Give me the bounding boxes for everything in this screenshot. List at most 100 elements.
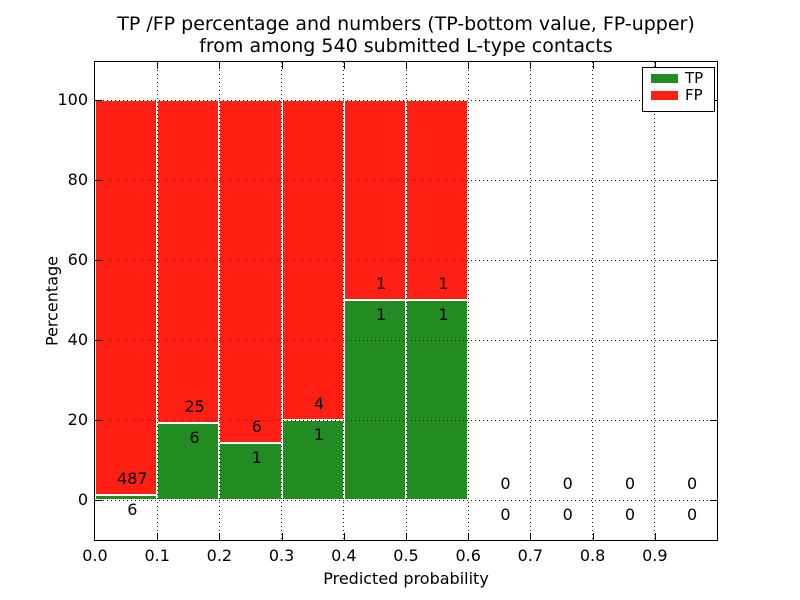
legend: TP FP bbox=[642, 67, 715, 112]
y-tick bbox=[95, 500, 102, 501]
x-tick-label: 0.6 bbox=[455, 546, 481, 565]
legend-swatch-tp bbox=[651, 74, 678, 83]
x-tick bbox=[530, 62, 532, 69]
annotations-layer: 487 6 25 6 6 1 4 1 1 1 1 1 0 0 0 0 0 0 0 0 bbox=[95, 62, 717, 540]
x-tick bbox=[157, 533, 159, 540]
tp-count-label: 1 bbox=[251, 447, 262, 467]
y-tick-label: 20 bbox=[67, 410, 88, 429]
tp-count-label: 6 bbox=[189, 427, 200, 447]
x-gridline bbox=[405, 62, 407, 540]
chart-title: TP /FP percentage and numbers (TP-bottom… bbox=[95, 13, 717, 57]
x-tick-label: 0.3 bbox=[268, 546, 295, 565]
tp-count-label: 0 bbox=[624, 505, 635, 524]
fp-count-label: 487 bbox=[117, 469, 148, 489]
fp-count-label: 25 bbox=[184, 396, 205, 416]
x-axis-label: Predicted probability bbox=[323, 569, 489, 588]
tp-count-label: 0 bbox=[562, 505, 573, 524]
y-gridline bbox=[95, 100, 717, 101]
y-tick bbox=[710, 420, 717, 421]
y-tick-label: 40 bbox=[67, 330, 88, 349]
tp-count-label: 0 bbox=[687, 505, 698, 524]
x-gridline bbox=[529, 62, 531, 540]
chart-title-line2: from among 540 submitted L-type contacts bbox=[199, 35, 613, 57]
x-tick bbox=[468, 533, 470, 540]
tp-count-label: 1 bbox=[376, 305, 387, 324]
fp-bar-segment bbox=[157, 100, 220, 423]
x-tick bbox=[406, 533, 407, 540]
y-tick-label: 100 bbox=[57, 90, 88, 109]
fp-count-label: 1 bbox=[376, 274, 387, 293]
chart-title-line1: TP /FP percentage and numbers (TP-bottom… bbox=[117, 13, 695, 35]
fp-count-label: 0 bbox=[562, 474, 573, 493]
y-gridline bbox=[95, 420, 717, 421]
y-tick-label: 0 bbox=[77, 490, 88, 509]
fp-bar-segment bbox=[343, 100, 406, 300]
x-tick bbox=[530, 533, 532, 540]
y-gridline bbox=[95, 500, 717, 501]
x-tick-label: 0.7 bbox=[517, 546, 544, 565]
y-axis-label: Percentage bbox=[42, 255, 62, 347]
fp-bar-segment bbox=[95, 100, 158, 496]
x-tick bbox=[281, 62, 283, 69]
tp-bar-segment bbox=[219, 442, 282, 500]
grid-layer bbox=[95, 62, 717, 540]
x-tick bbox=[219, 533, 221, 540]
x-tick-label: 0.9 bbox=[642, 546, 668, 565]
x-tick-label: 0.2 bbox=[206, 546, 233, 565]
legend-label-fp: FP bbox=[685, 86, 703, 104]
x-tick bbox=[406, 62, 407, 69]
y-tick bbox=[95, 420, 102, 421]
y-gridline bbox=[95, 260, 717, 261]
y-tick bbox=[710, 500, 717, 501]
fp-count-label: 0 bbox=[624, 474, 635, 493]
x-tick bbox=[592, 62, 594, 69]
tp-bar-segment bbox=[95, 495, 158, 500]
y-tick bbox=[95, 180, 102, 181]
x-tick-label: 0.8 bbox=[579, 546, 606, 565]
y-gridline bbox=[95, 340, 717, 341]
fp-bar-segment bbox=[406, 100, 469, 300]
y-tick bbox=[95, 340, 102, 341]
x-tick bbox=[219, 62, 221, 69]
x-gridline bbox=[592, 62, 594, 540]
tp-bar-segment bbox=[343, 300, 406, 500]
fp-count-label: 1 bbox=[438, 274, 449, 293]
y-gridline bbox=[95, 180, 717, 181]
tp-count-label: 1 bbox=[313, 425, 324, 444]
x-tick bbox=[468, 62, 470, 69]
x-tick bbox=[157, 62, 159, 69]
y-tick bbox=[710, 260, 717, 261]
bars-layer bbox=[95, 62, 717, 540]
y-tick bbox=[95, 100, 102, 101]
x-tick-label: 0.0 bbox=[82, 546, 108, 565]
fp-count-label: 0 bbox=[687, 474, 698, 493]
x-gridline bbox=[218, 62, 220, 540]
legend-swatch-fp bbox=[651, 91, 678, 100]
fp-count-label: 0 bbox=[500, 474, 511, 493]
tp-count-label: 1 bbox=[438, 305, 449, 324]
x-gridline bbox=[467, 62, 469, 540]
legend-label-tp: TP bbox=[685, 69, 704, 87]
x-tick bbox=[343, 533, 345, 540]
fp-count-label: 4 bbox=[313, 394, 324, 413]
y-tick bbox=[710, 340, 717, 341]
x-tick bbox=[343, 62, 345, 69]
fp-bar-segment bbox=[219, 100, 282, 443]
x-tick-label: 0.4 bbox=[331, 546, 357, 565]
x-tick bbox=[654, 62, 656, 69]
tp-count-label: 0 bbox=[500, 505, 511, 524]
x-gridline bbox=[343, 62, 345, 540]
tp-count-label: 6 bbox=[127, 500, 138, 520]
tp-bar-segment bbox=[406, 300, 469, 500]
x-tick-label: 0.1 bbox=[144, 546, 170, 565]
tp-bar-segment bbox=[157, 422, 220, 500]
fp-count-label: 6 bbox=[251, 416, 262, 436]
x-tick bbox=[654, 533, 656, 540]
x-gridline bbox=[654, 62, 656, 540]
x-tick bbox=[281, 533, 283, 540]
y-tick bbox=[710, 180, 717, 181]
y-tick-label: 60 bbox=[67, 250, 88, 269]
y-tick-label: 80 bbox=[67, 170, 88, 189]
x-tick bbox=[592, 533, 594, 540]
